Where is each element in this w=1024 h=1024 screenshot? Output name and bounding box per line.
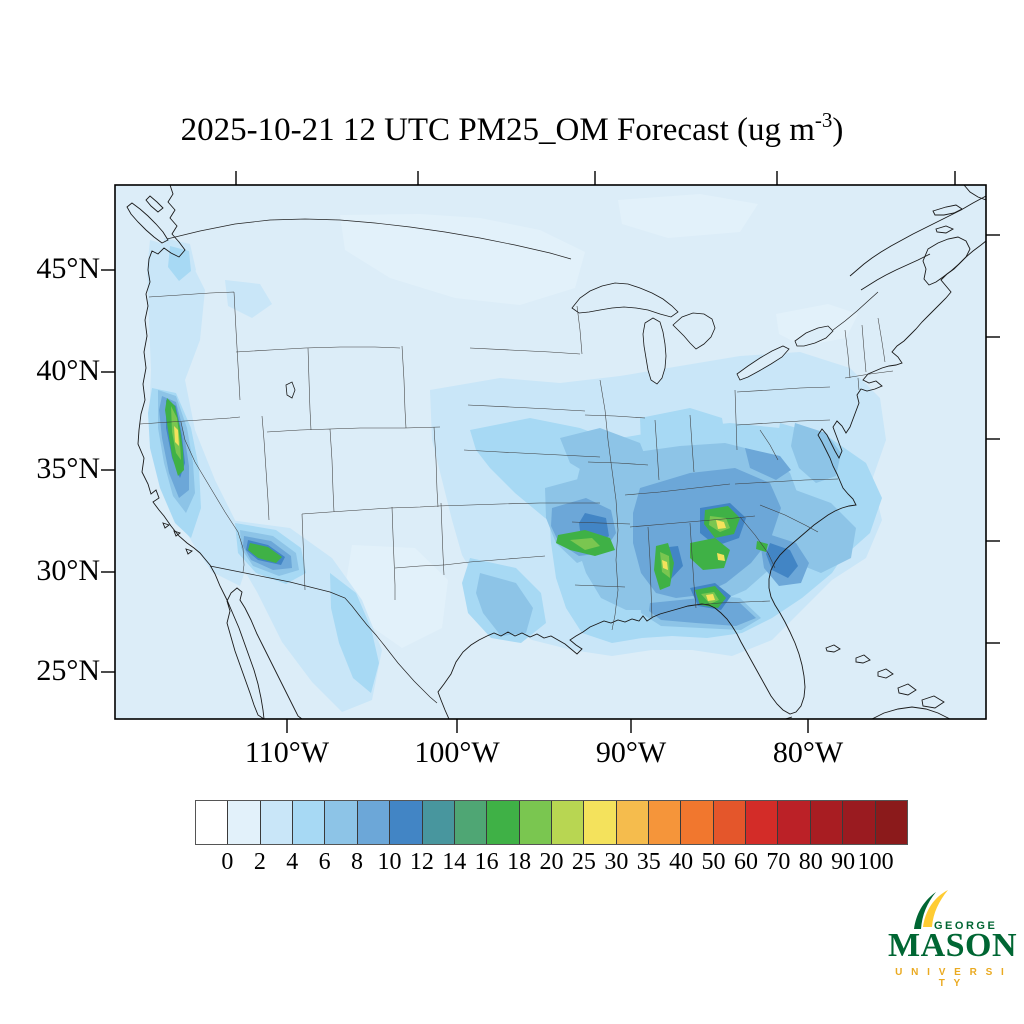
x-axis-label: 110°W (244, 736, 330, 769)
gmu-logo-mason: MASON (888, 927, 1018, 964)
colorbar-cell (260, 801, 294, 844)
colorbar-tick-label: 20 (539, 849, 564, 875)
colorbar-cell (778, 801, 811, 844)
y-axis-label: 25°N (36, 654, 100, 687)
colorbar-tick-label: 25 (571, 849, 596, 875)
gmu-logo-george: GEORGE (934, 920, 998, 932)
colorbar-tick-label: 16 (474, 849, 499, 875)
colorbar-cell (228, 801, 261, 844)
figure-title-exponent: -3 (814, 108, 833, 132)
colorbar-tick-label: 40 (669, 849, 694, 875)
colorbar-cell (454, 801, 488, 844)
colorbar-cell (325, 801, 358, 844)
colorbar-tick-label: 10 (377, 849, 402, 875)
colorbar-tick-label: 70 (766, 849, 791, 875)
colorbar-cell (422, 801, 455, 844)
figure-title-close: ) (832, 112, 844, 148)
colorbar-tick-label: 2 (253, 849, 266, 875)
colorbar-tick-label: 35 (636, 849, 661, 875)
colorbar-cell (713, 801, 747, 844)
colorbar-cell (875, 801, 907, 844)
colorbar-cell (649, 801, 682, 844)
gmu-logo-university: U N I V E R S I T Y (895, 967, 1007, 989)
colorbar-tick-label: 30 (604, 849, 629, 875)
colorbar-tick-label: 50 (701, 849, 726, 875)
country-borders (166, 218, 879, 704)
axis-ticks (101, 171, 1000, 733)
x-axis-label: 90°W (595, 736, 667, 769)
colorbar-tick-label: 80 (798, 849, 823, 875)
colorbar-cell (551, 801, 585, 844)
colorbar-labels: 0 2 4 6 8 10 12 14 16 18 20 25 30 35 40 50 60 70 80 90 100 (195, 849, 908, 879)
colorbar-cell (616, 801, 650, 844)
coastline (126, 185, 986, 719)
map-frame (114, 184, 987, 720)
contour-fill-layers (147, 194, 886, 712)
colorbar-cell (293, 801, 326, 844)
y-axis-label: 30°N (36, 554, 100, 587)
gmu-flame-icon (914, 890, 948, 929)
colorbar-tick-label: 0 (221, 849, 234, 875)
x-axis-label: 80°W (772, 736, 844, 769)
colorbar-tick-label: 100 (857, 849, 894, 875)
colorbar-tick-label: 18 (507, 849, 532, 875)
colorbar-cell (357, 801, 391, 844)
colorbar-cell (519, 801, 552, 844)
colorbar-tick-label: 6 (318, 849, 331, 875)
colorbar-cell (196, 801, 229, 844)
colorbar-cell (487, 801, 520, 844)
y-axis-label: 45°N (36, 252, 100, 285)
colorbar-tick-label: 4 (286, 849, 299, 875)
gmu-logo: GEORGE MASON U N I V E R S I T Y (888, 890, 1018, 989)
colorbar-cell (746, 801, 779, 844)
x-axis-label: 100°W (414, 736, 500, 769)
colorbar-tick-label: 14 (442, 849, 467, 875)
y-axis-label: 40°N (36, 354, 100, 387)
colorbar (195, 800, 908, 845)
colorbar-cell (843, 801, 876, 844)
y-axis-label: 35°N (36, 452, 100, 485)
colorbar-tick-label: 8 (351, 849, 364, 875)
colorbar-cell (390, 801, 423, 844)
figure-title-text: 2025-10-21 12 UTC PM25_OM Forecast (ug m (180, 112, 815, 148)
colorbar-cell (584, 801, 617, 844)
state-borders (139, 291, 894, 631)
great-lakes (285, 282, 834, 399)
figure-title: 2025-10-21 12 UTC PM25_OM Forecast (ug m… (0, 108, 1024, 149)
colorbar-tick-label: 60 (733, 849, 758, 875)
colorbar-cell (681, 801, 714, 844)
colorbar-tick-label: 90 (831, 849, 856, 875)
colorbar-cell (810, 801, 844, 844)
colorbar-tick-label: 12 (409, 849, 434, 875)
